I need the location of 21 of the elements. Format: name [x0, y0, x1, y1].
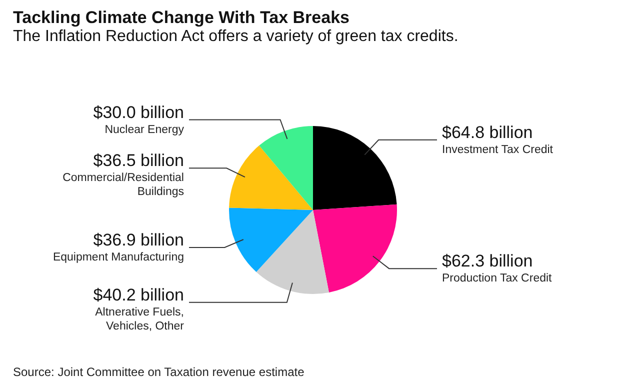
source-note: Source: Joint Committee on Taxation revenue estimate: [13, 365, 304, 379]
pie-slice: [259, 126, 313, 210]
pie-slice: [313, 204, 397, 292]
data-label: $36.9 billion: [93, 230, 184, 250]
chart-subtitle: The Inflation Reduction Act offers a variety of green tax credits.: [13, 28, 458, 46]
slice-label: Production Tax Credit: [442, 272, 553, 285]
slice-label: Commercial/Residential Buildings: [62, 172, 184, 198]
data-label: $30.0 billion: [93, 102, 184, 122]
pie-slice: [229, 146, 313, 210]
data-label: $64.8 billion: [442, 122, 533, 142]
chart-title: Tackling Climate Change With Tax Breaks: [13, 8, 350, 28]
pie-slice: [256, 210, 329, 294]
pie-slice: [229, 208, 313, 272]
data-label: $40.2 billion: [93, 285, 184, 304]
pie-slice: [313, 126, 397, 210]
slice-label: Equipment Manufacturing: [52, 251, 184, 264]
slice-label: Altnerative Fuels, Vehicles, Other: [95, 306, 184, 332]
data-label: $36.5 billion: [93, 151, 184, 170]
data-label: $62.3 billion: [442, 252, 533, 271]
slice-label: Nuclear Energy: [104, 124, 184, 136]
slice-label: Investment Tax Credit: [442, 144, 554, 156]
